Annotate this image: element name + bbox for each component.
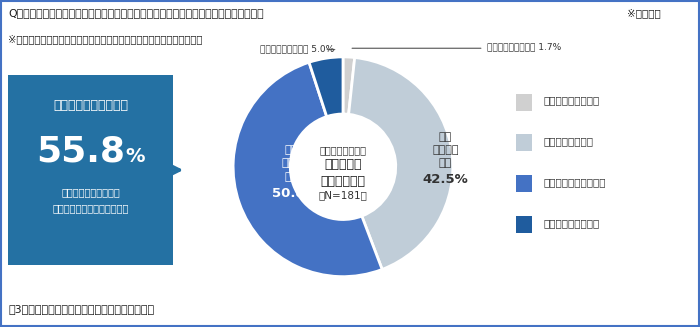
Text: 乾燥対策に: 乾燥対策に [324, 158, 362, 171]
Text: あまり満足していない
＋全く満足していないの合計: あまり満足していない ＋全く満足していないの合計 [52, 188, 129, 213]
Text: 全く満足していない 5.0%: 全く満足していない 5.0% [260, 44, 334, 53]
FancyBboxPatch shape [517, 216, 533, 233]
FancyBboxPatch shape [517, 134, 533, 151]
Text: ※単一回答: ※単一回答 [626, 8, 660, 18]
Text: とても満足している: とても満足している [543, 95, 599, 105]
Text: ※対象：冬の室内における乾燥対策として何らかの対策を講じている人: ※対象：冬の室内における乾燥対策として何らかの対策を講じている人 [8, 34, 203, 44]
Text: 対する満足度: 対する満足度 [321, 175, 365, 188]
Text: 「満足していない」計: 「満足していない」計 [53, 99, 128, 112]
Text: 55.8: 55.8 [36, 134, 125, 168]
FancyBboxPatch shape [517, 94, 533, 111]
Text: やや満足している: やや満足している [543, 136, 593, 146]
Text: あまり
満足して
いない: あまり 満足して いない [281, 145, 308, 182]
Text: 図3　冬の室内における乾燥対策に対する満足度: 図3 冬の室内における乾燥対策に対する満足度 [8, 304, 155, 314]
Wedge shape [349, 58, 453, 269]
Text: 全く満足していない: 全く満足していない [543, 218, 599, 228]
Wedge shape [233, 62, 382, 277]
FancyBboxPatch shape [517, 175, 533, 192]
Wedge shape [309, 57, 343, 117]
Wedge shape [343, 57, 355, 114]
Text: Q：あなたがしている冬の室内における乾燥対策に対する満足度はどれくらいですか。: Q：あなたがしている冬の室内における乾燥対策に対する満足度はどれくらいですか。 [8, 8, 264, 18]
Text: とても満足している 1.7%: とても満足している 1.7% [487, 43, 561, 52]
Text: %: % [125, 147, 145, 166]
Text: （N=181）: （N=181） [318, 190, 368, 200]
Text: 冬の室内における: 冬の室内における [319, 145, 367, 155]
Text: 50.8%: 50.8% [272, 187, 318, 200]
Text: 42.5%: 42.5% [423, 173, 468, 186]
Text: やや
満足して
いる: やや 満足して いる [433, 132, 459, 168]
FancyBboxPatch shape [8, 75, 173, 265]
Text: あまり満足していない: あまり満足していない [543, 177, 606, 187]
